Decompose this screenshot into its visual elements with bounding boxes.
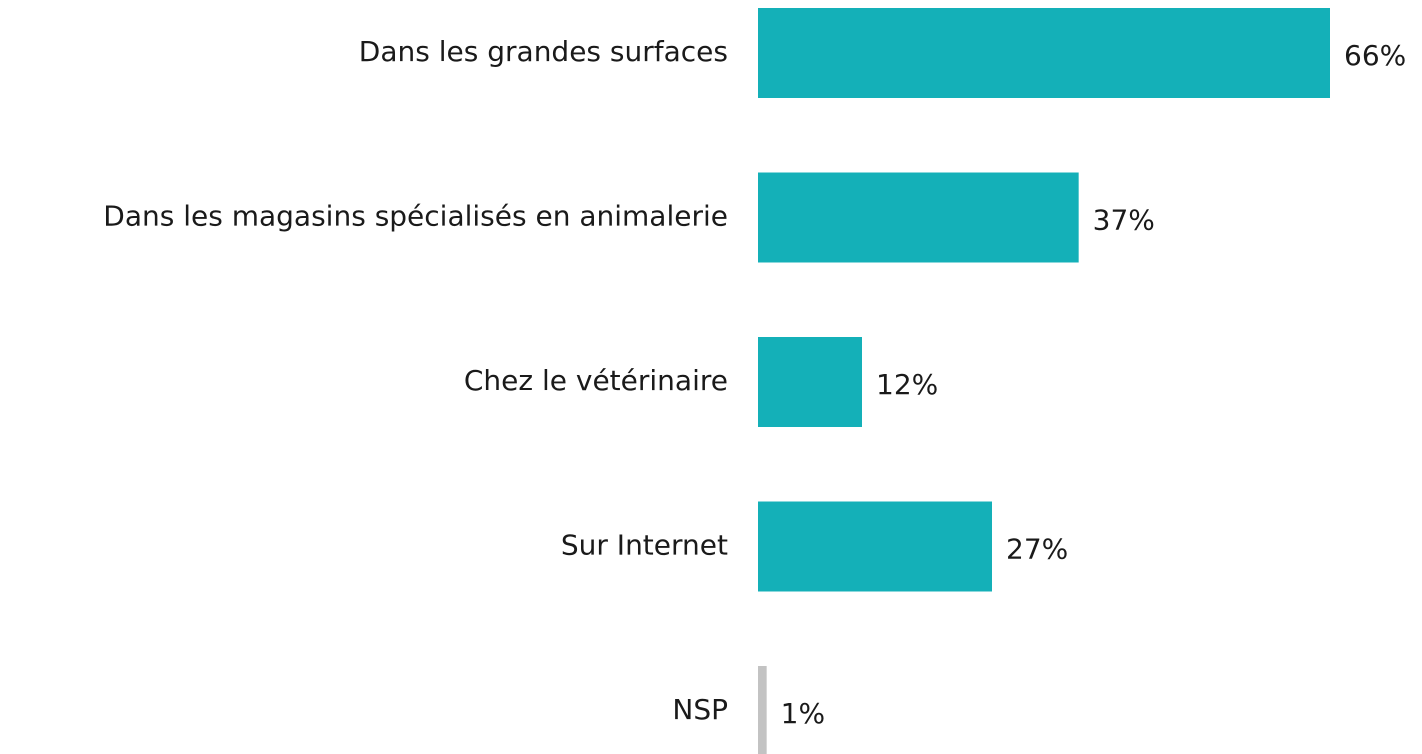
- value-label: 12%: [876, 368, 938, 401]
- category-label: Sur Internet: [561, 529, 728, 562]
- value-label: 37%: [1093, 204, 1155, 237]
- value-label: 27%: [1006, 533, 1068, 566]
- bar: [758, 337, 862, 427]
- value-label: 66%: [1344, 39, 1406, 72]
- bar: [758, 501, 992, 592]
- value-label: 1%: [781, 697, 825, 730]
- category-label: NSP: [672, 693, 728, 726]
- category-label: Chez le vétérinaire: [464, 364, 728, 397]
- bar: [758, 8, 1330, 98]
- category-label: Dans les magasins spécialisés en animale…: [103, 200, 728, 233]
- bar: [758, 172, 1079, 263]
- bar: [758, 666, 767, 754]
- category-label: Dans les grandes surfaces: [359, 35, 728, 68]
